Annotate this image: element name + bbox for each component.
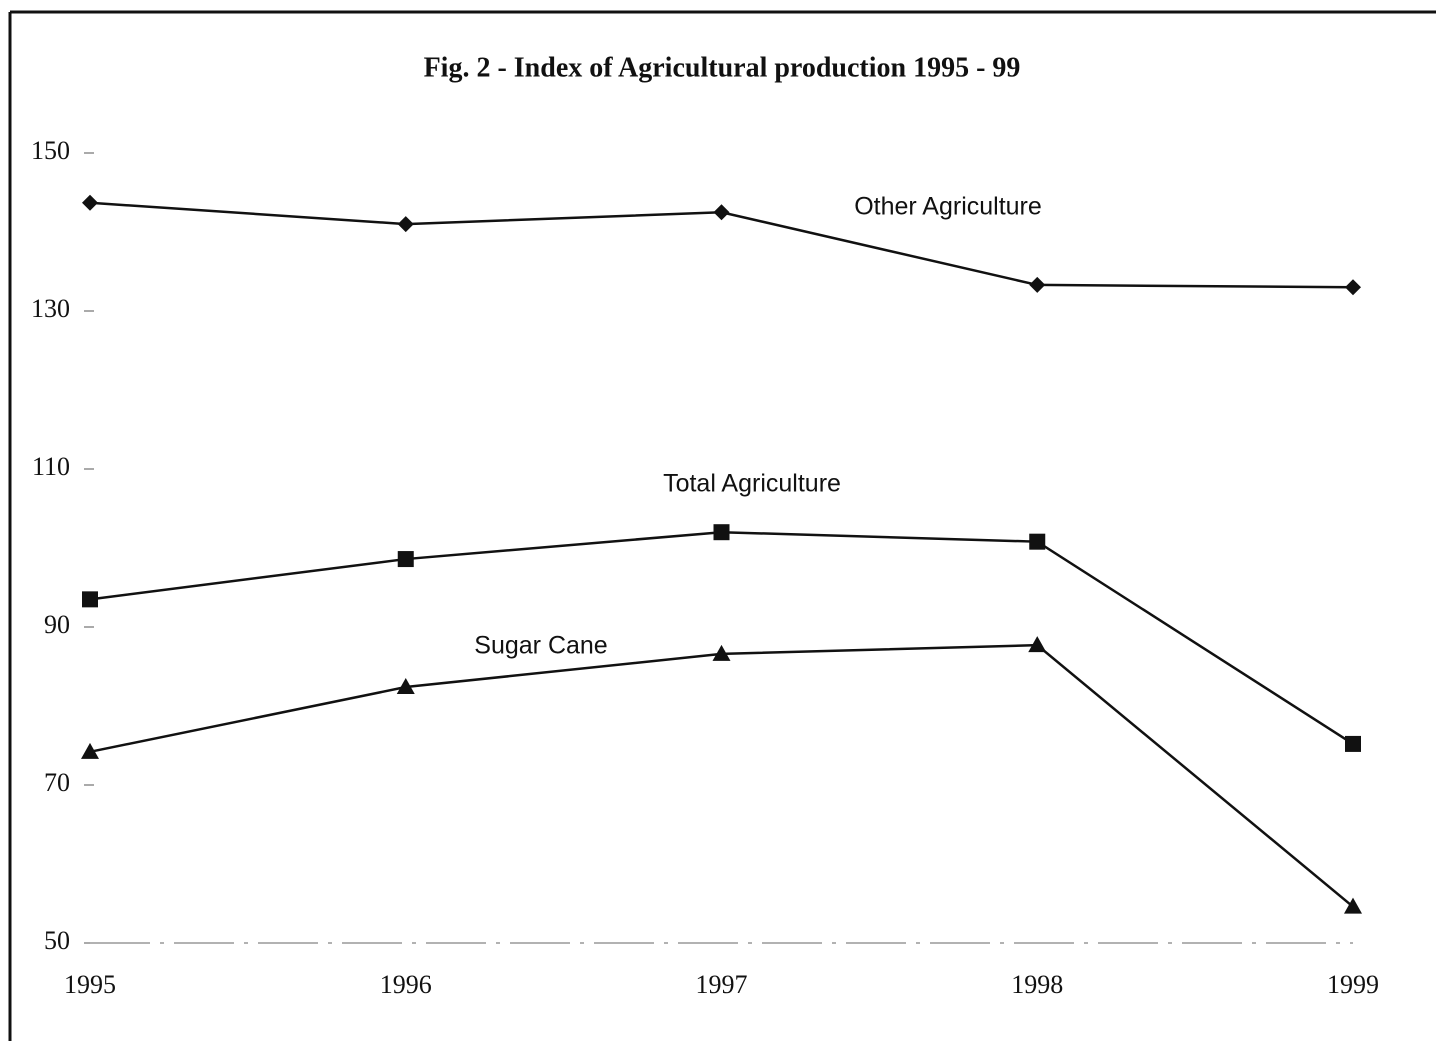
point-marker: [397, 216, 414, 233]
y-tick-label: 130: [31, 294, 70, 323]
series-label: Other Agriculture: [854, 193, 1042, 221]
x-tick-label: 1996: [380, 970, 432, 999]
point-marker: [397, 551, 414, 568]
point-marker: [713, 204, 730, 221]
y-tick-label: 50: [44, 926, 70, 955]
point-marker: [1344, 897, 1362, 914]
point-marker: [81, 742, 99, 759]
series-line: [89, 643, 1354, 908]
point-marker: [1029, 276, 1046, 293]
point-marker: [1345, 735, 1361, 752]
point-marker: [1028, 636, 1047, 653]
point-marker: [82, 591, 98, 608]
point-marker: [1345, 279, 1361, 296]
x-tick-label: 1997: [696, 970, 748, 999]
series-label: Sugar Cane: [474, 632, 607, 660]
point-marker: [712, 644, 731, 661]
point-marker: [713, 524, 730, 541]
point-marker: [82, 194, 98, 211]
x-tick-label: 1995: [64, 970, 116, 999]
series-label: Total Agriculture: [663, 470, 841, 498]
x-tick-label: 1999: [1327, 970, 1379, 999]
y-tick-label: 70: [44, 768, 70, 797]
y-tick-label: 90: [44, 610, 70, 639]
point-marker: [396, 678, 415, 695]
point-marker: [1029, 533, 1046, 550]
chart-title: Fig. 2 - Index of Agricultural productio…: [424, 52, 1021, 83]
y-tick-label: 110: [32, 452, 70, 481]
x-tick-label: 1998: [1011, 970, 1063, 999]
y-tick-label: 150: [31, 136, 70, 165]
